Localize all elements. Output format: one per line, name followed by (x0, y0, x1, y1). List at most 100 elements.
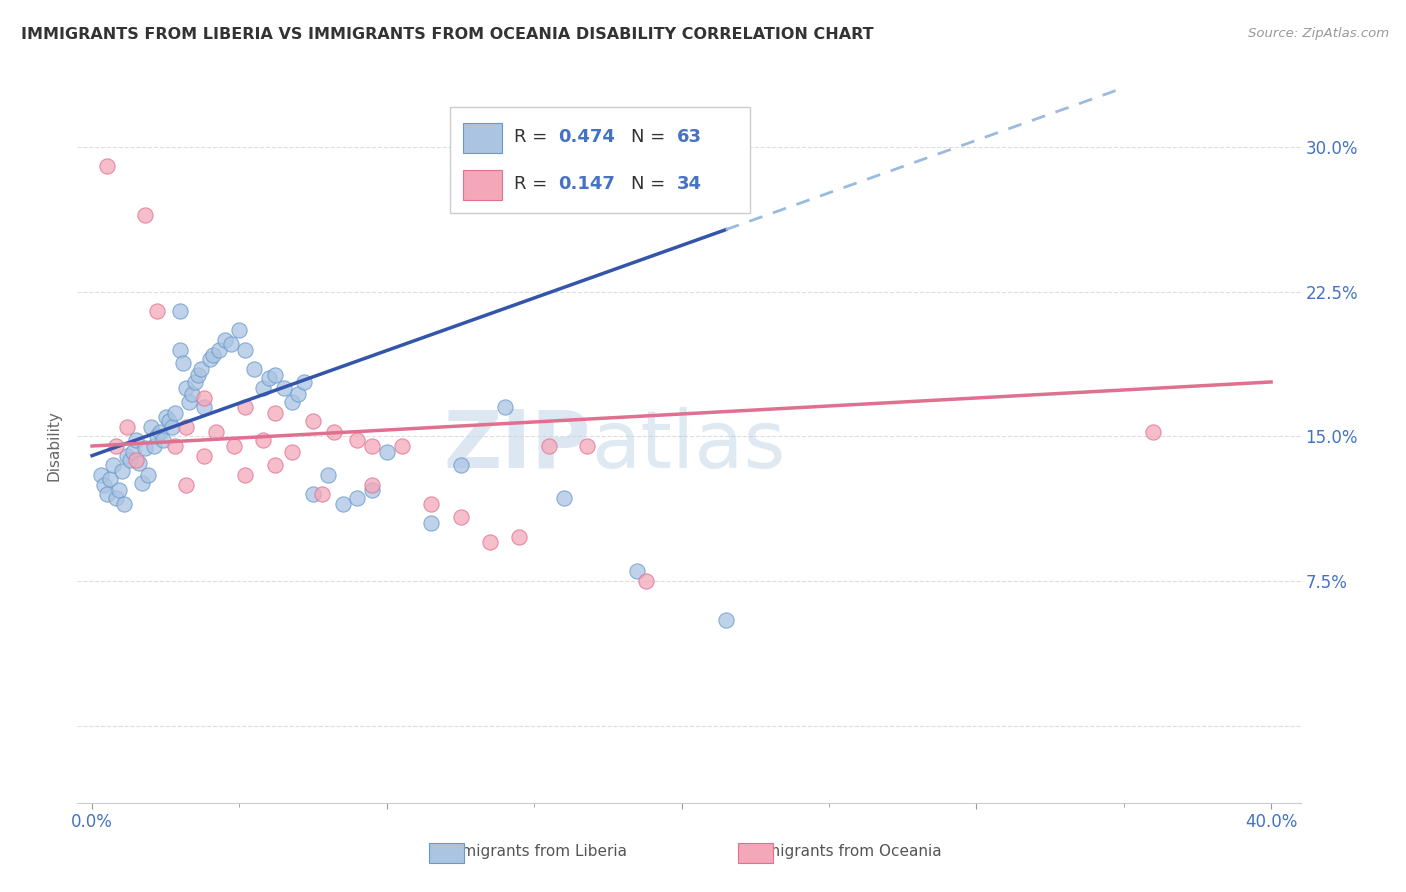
Point (134, 208, 156, 222)
Point (714, 613, 737, 627)
Point (450, 510, 472, 524)
Point (1142, 425, 1164, 440)
Point (208, 343, 231, 357)
Text: atlas: atlas (591, 407, 786, 485)
Point (263, 368, 285, 382)
Point (252, 381, 274, 395)
Text: ZIP: ZIP (444, 407, 591, 485)
Point (281, 394, 304, 409)
Point (98, 472, 121, 486)
Point (292, 376, 315, 390)
Point (576, 439, 599, 453)
Point (420, 497, 443, 511)
Text: IMMIGRANTS FROM LIBERIA VS IMMIGRANTS FROM OCEANIA DISABILITY CORRELATION CHART: IMMIGRANTS FROM LIBERIA VS IMMIGRANTS FR… (21, 27, 873, 42)
Point (90, 467, 112, 482)
Point (287, 387, 309, 401)
Point (198, 352, 221, 367)
Text: N =: N = (631, 175, 672, 193)
Point (311, 487, 333, 501)
Point (104, 491, 127, 505)
Text: 0.147: 0.147 (558, 175, 614, 193)
Point (361, 439, 384, 453)
Text: R =: R = (515, 175, 553, 193)
Point (122, 444, 145, 458)
Y-axis label: Disability: Disability (46, 410, 62, 482)
Point (120, 452, 142, 467)
Text: 63: 63 (676, 128, 702, 146)
Point (149, 425, 172, 440)
Text: 34: 34 (676, 175, 702, 193)
Point (508, 530, 530, 544)
Point (201, 348, 224, 362)
Point (125, 452, 148, 467)
Point (176, 381, 198, 395)
Point (176, 419, 198, 434)
Point (273, 381, 295, 395)
Point (114, 497, 136, 511)
Point (302, 487, 325, 501)
Point (233, 343, 256, 357)
Point (494, 401, 516, 415)
Point (169, 304, 191, 318)
Point (193, 391, 215, 405)
Point (128, 456, 150, 470)
Point (316, 467, 339, 482)
FancyBboxPatch shape (463, 169, 502, 200)
Point (257, 371, 280, 385)
Text: Immigrants from Oceania: Immigrants from Oceania (745, 845, 942, 859)
Point (187, 368, 209, 382)
Point (96, 487, 118, 501)
Point (136, 467, 159, 482)
Point (107, 483, 129, 498)
Point (375, 444, 398, 458)
Point (222, 439, 245, 453)
Point (131, 475, 153, 490)
Text: R =: R = (515, 128, 553, 146)
Point (134, 441, 156, 455)
Point (361, 483, 384, 498)
Point (104, 439, 127, 453)
Point (219, 336, 242, 351)
Point (450, 458, 472, 473)
Point (176, 477, 198, 491)
Point (205, 425, 228, 440)
Point (193, 401, 215, 415)
FancyBboxPatch shape (463, 123, 502, 153)
Point (139, 419, 162, 434)
Point (157, 414, 180, 428)
Point (169, 343, 191, 357)
Point (322, 425, 344, 440)
Point (346, 434, 368, 448)
Point (391, 439, 413, 453)
Point (281, 444, 304, 458)
Point (243, 362, 266, 376)
FancyBboxPatch shape (450, 107, 751, 212)
Text: Source: ZipAtlas.com: Source: ZipAtlas.com (1249, 27, 1389, 40)
Point (478, 535, 501, 549)
Point (179, 394, 201, 409)
Text: 0.474: 0.474 (558, 128, 614, 146)
Point (125, 434, 148, 448)
Point (96, 159, 118, 173)
Point (252, 434, 274, 448)
Point (233, 467, 256, 482)
Point (101, 458, 124, 473)
Point (152, 434, 174, 448)
Point (420, 516, 443, 530)
Point (193, 449, 215, 463)
Point (263, 406, 285, 420)
Point (155, 410, 177, 425)
Point (636, 574, 658, 588)
Point (146, 429, 169, 443)
Point (160, 419, 183, 434)
Point (181, 387, 204, 401)
Point (143, 439, 166, 453)
Text: Immigrants from Liberia: Immigrants from Liberia (441, 845, 627, 859)
Point (117, 419, 139, 434)
Text: N =: N = (631, 128, 672, 146)
Point (110, 464, 132, 478)
Point (553, 491, 575, 505)
Point (233, 401, 256, 415)
Point (146, 304, 169, 318)
Point (184, 376, 207, 390)
